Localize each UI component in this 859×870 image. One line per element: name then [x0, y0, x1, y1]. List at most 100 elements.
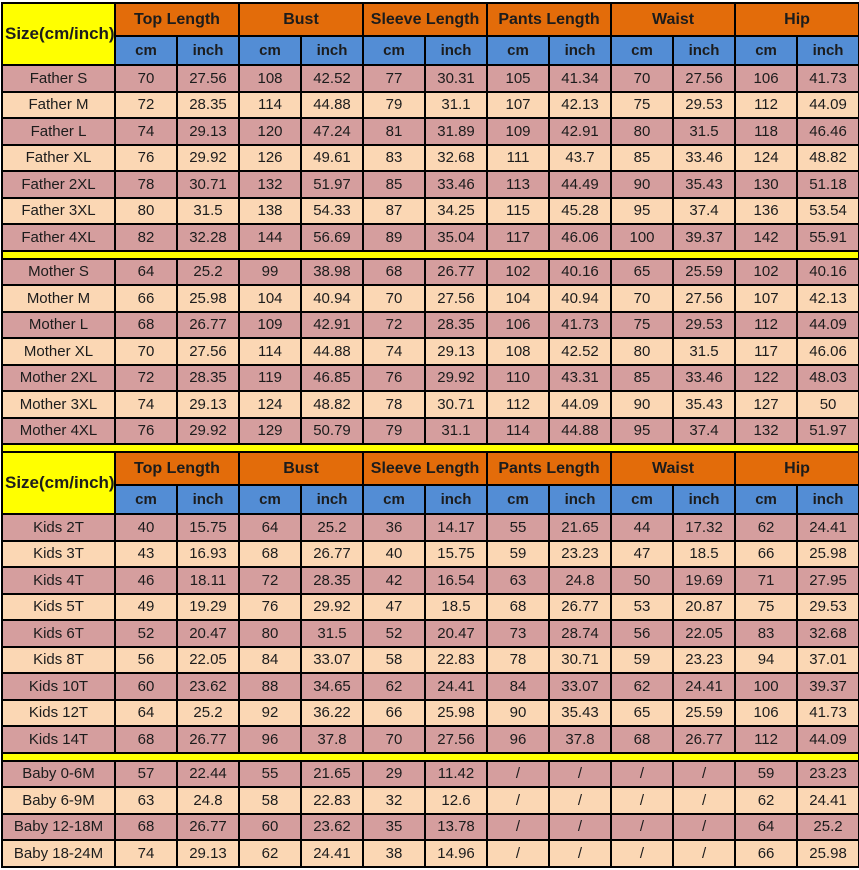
value-cell: 82 — [114, 223, 178, 252]
value-cell: / — [486, 812, 551, 841]
value-cell: 80 — [114, 196, 178, 225]
row-label: Kids 10T — [1, 672, 116, 701]
value-cell: 18.11 — [176, 566, 240, 595]
unit-header-cell: cm — [114, 484, 178, 515]
unit-header-cell: inch — [672, 484, 737, 515]
value-cell: 132 — [734, 416, 799, 445]
value-cell: 35 — [362, 812, 426, 841]
value-cell: 19.69 — [672, 566, 737, 595]
value-cell: 42.52 — [300, 64, 364, 93]
value-cell: 112 — [734, 90, 799, 119]
value-cell: 31.5 — [672, 337, 737, 366]
value-cell: 52 — [362, 619, 426, 648]
unit-header-cell: inch — [300, 484, 364, 515]
value-cell: 40 — [114, 513, 178, 542]
row-label: Kids 14T — [1, 725, 116, 754]
value-cell: 46.06 — [796, 337, 859, 366]
value-cell: 104 — [486, 284, 551, 313]
value-cell: 41.73 — [796, 64, 859, 93]
row-label: Father M — [1, 90, 116, 119]
value-cell: 35.04 — [423, 223, 489, 252]
value-cell: 56 — [610, 619, 675, 648]
value-cell: 90 — [486, 698, 551, 727]
row-label: Mother 2XL — [1, 363, 116, 392]
value-cell: 102 — [734, 257, 799, 286]
value-cell: / — [548, 839, 613, 868]
value-cell: 27.56 — [672, 64, 737, 93]
value-cell: 92 — [238, 698, 302, 727]
value-cell: 25.98 — [796, 839, 859, 868]
value-cell: 27.56 — [672, 284, 737, 313]
value-cell: 30.31 — [423, 64, 489, 93]
value-cell: 37.01 — [796, 645, 859, 674]
value-cell: 62 — [238, 839, 302, 868]
value-cell: 57 — [114, 759, 178, 788]
value-cell: 70 — [362, 284, 426, 313]
table-row-kids-10t: Kids 10T 60 23.62 88 34.65 62 24.41 84 33.07 62 24… — [1, 672, 859, 701]
value-cell: 27.56 — [423, 725, 489, 754]
value-cell: 23.23 — [548, 539, 613, 568]
unit-header-cell: cm — [114, 35, 178, 66]
value-cell: 63 — [114, 786, 178, 815]
value-cell: 74 — [114, 390, 178, 419]
value-cell: 24.41 — [672, 672, 737, 701]
value-cell: 25.2 — [796, 812, 859, 841]
value-cell: 33.46 — [672, 363, 737, 392]
unit-header-cell: inch — [796, 35, 859, 66]
value-cell: 62 — [734, 513, 799, 542]
value-cell: 130 — [734, 170, 799, 199]
value-cell: 59 — [610, 645, 675, 674]
value-cell: 70 — [362, 725, 426, 754]
value-cell: 122 — [734, 363, 799, 392]
size-header-cell: Size(cm/inch) — [1, 2, 116, 66]
table-row-baby-6-9m: Baby 6-9M 63 24.8 58 22.83 32 12.6// //62 24.41 — [1, 786, 859, 815]
row-label: Baby 12-18M — [1, 812, 116, 841]
table-row-baby-0-6m: Baby 0-6M 57 22.44 55 21.65 29 11.42// //59 23.2… — [1, 759, 859, 788]
table-row-kids-3t: Kids 3T 43 16.93 68 26.77 40 15.75 59 23.23 47 18.… — [1, 539, 859, 568]
value-cell: 31.5 — [300, 619, 364, 648]
table-row-father-l: Father L 74 29.13 120 47.24 81 31.89 109 42.91 80… — [1, 117, 859, 146]
value-cell: 27.56 — [423, 284, 489, 313]
value-cell: 24.41 — [423, 672, 489, 701]
value-cell: 102 — [486, 257, 551, 286]
section-separator — [0, 249, 859, 260]
table-row-father-3xl: Father 3XL 80 31.5 138 54.33 87 34.25 115 45.28 9… — [1, 196, 859, 225]
value-cell: 72 — [114, 363, 178, 392]
section-separator — [0, 751, 859, 762]
measurement-header-pants-length: Pants Length — [486, 451, 613, 486]
header-row-units: cm inch cm inch cm inch cm inch cm inch cm inch — [2, 35, 859, 66]
value-cell: 111 — [486, 143, 551, 172]
value-cell: 114 — [238, 337, 302, 366]
value-cell: 62 — [362, 672, 426, 701]
value-cell: 109 — [486, 117, 551, 146]
value-cell: 32.68 — [423, 143, 489, 172]
value-cell: 19.29 — [176, 592, 240, 621]
size-header-cell: Size(cm/inch) — [1, 451, 116, 515]
row-label: Kids 2T — [1, 513, 116, 542]
value-cell: 29.13 — [176, 117, 240, 146]
value-cell: 124 — [734, 143, 799, 172]
value-cell: 31.89 — [423, 117, 489, 146]
value-cell: 31.5 — [176, 196, 240, 225]
value-cell: 21.65 — [548, 513, 613, 542]
value-cell: 26.77 — [672, 725, 737, 754]
table-row-father-2xl: Father 2XL 78 30.71 132 51.97 85 33.46 113 44.49… — [1, 170, 859, 199]
value-cell: 43.7 — [548, 143, 613, 172]
row-label: Kids 4T — [1, 566, 116, 595]
value-cell: 24.41 — [796, 513, 859, 542]
value-cell: 29.92 — [300, 592, 364, 621]
value-cell: 38 — [362, 839, 426, 868]
value-cell: 132 — [238, 170, 302, 199]
value-cell: 29.53 — [796, 592, 859, 621]
value-cell: 31.1 — [423, 416, 489, 445]
value-cell: 46.46 — [796, 117, 859, 146]
value-cell: 68 — [486, 592, 551, 621]
value-cell: 85 — [610, 143, 675, 172]
value-cell: 44.09 — [796, 725, 859, 754]
value-cell: 38.98 — [300, 257, 364, 286]
unit-header-cell: inch — [548, 35, 613, 66]
row-label: Baby 6-9M — [1, 786, 116, 815]
value-cell: 68 — [114, 725, 178, 754]
row-label: Father XL — [1, 143, 116, 172]
